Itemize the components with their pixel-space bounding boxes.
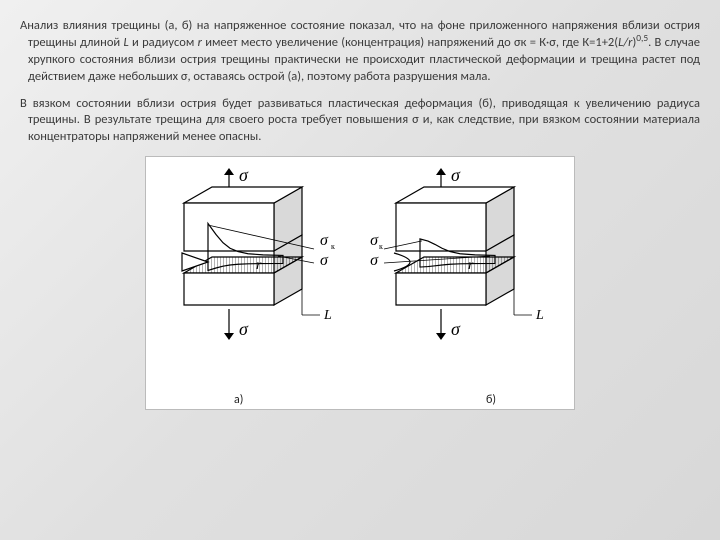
svg-text:r: r (256, 258, 262, 273)
svg-text:σ: σ (239, 319, 249, 339)
para1-c: имеет место увеличение (концентрация) на… (202, 35, 618, 50)
svg-text:L: L (323, 308, 332, 323)
svg-text:σ: σ (370, 252, 379, 269)
figure-container: σσкσrLσ σσкσrLσ а) б) (145, 156, 575, 410)
caption-a: а) (234, 393, 243, 407)
para1-Lr: L/r (618, 35, 632, 50)
svg-text:σ: σ (320, 232, 329, 249)
figure-panel-b: σσкσrLσ (366, 163, 566, 393)
svg-text:σ: σ (451, 165, 461, 185)
paragraph-2: В вязком состоянии вблизи острия будет р… (20, 96, 700, 147)
figure-panel-a: σσкσrLσ (154, 163, 354, 393)
svg-text:σ: σ (451, 319, 461, 339)
svg-text:σ: σ (370, 232, 379, 249)
caption-b: б) (486, 393, 496, 407)
svg-text:к: к (379, 242, 383, 251)
svg-text:L: L (535, 308, 544, 323)
svg-text:σ: σ (320, 252, 329, 269)
para1-b: и радиусом (129, 35, 198, 50)
para1-exp: 0,5 (636, 32, 648, 44)
svg-text:к: к (331, 242, 335, 251)
svg-text:r: r (468, 258, 474, 273)
svg-text:σ: σ (239, 165, 249, 185)
